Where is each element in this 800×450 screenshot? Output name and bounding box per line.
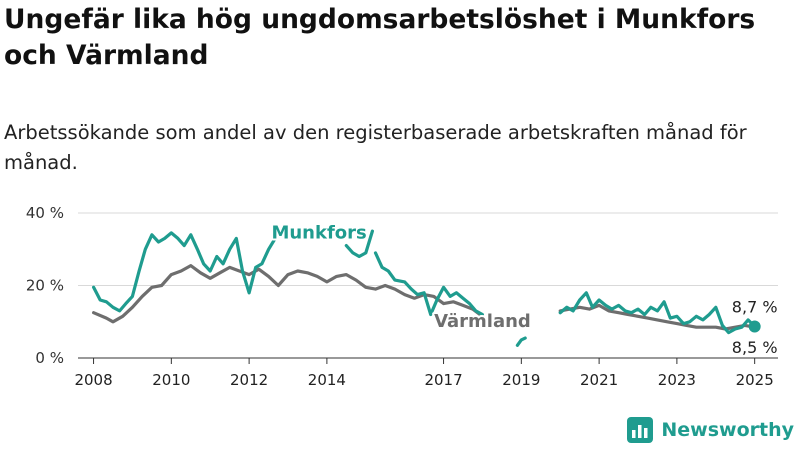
x-tick-label: 2021	[580, 371, 618, 389]
y-tick-label: 0 %	[35, 349, 64, 367]
x-tick-label: 2012	[230, 371, 268, 389]
end-label-varmland: 8,5 %	[732, 338, 778, 357]
x-tick-label: 2014	[308, 371, 346, 389]
end-label-munkfors: 8,7 %	[732, 297, 778, 316]
series-line-munkfors	[373, 251, 484, 317]
series-line-munkfors	[344, 229, 374, 259]
end-point-munkfors	[748, 320, 761, 333]
series-line-varmland	[92, 264, 484, 324]
y-tick-label: 20 %	[26, 277, 64, 295]
y-tick-label: 40 %	[26, 204, 64, 222]
chart-title: Ungefär lika hög ungdomsarbetslöshet i M…	[4, 4, 756, 71]
x-tick-label: 2019	[502, 371, 540, 389]
series-line-munkfors	[92, 231, 277, 313]
chart-subtitle: Arbetssökande som andel av den registerb…	[4, 121, 747, 174]
line-chart: 0 % 20 % 40 % 2008 2010 2012 2014 2017 2019 2021…	[26, 204, 778, 389]
brand-name: Newsworthy	[661, 419, 794, 441]
series-lines	[92, 229, 761, 347]
gridlines	[78, 212, 778, 286]
x-tick-label: 2023	[658, 371, 696, 389]
series-label-varmland: Värmland	[434, 311, 531, 332]
series-labels: Munkfors Värmland 8,7 % 8,5 %	[269, 220, 778, 357]
brand-logo: Newsworthy	[627, 416, 794, 444]
x-tick-label: 2008	[74, 371, 112, 389]
x-axis: 2008 2010 2012 2014 2017 2019 2021 2023 2025	[74, 357, 778, 389]
chart-logo-icon	[627, 417, 654, 443]
x-tick-label: 2017	[424, 371, 462, 389]
x-tick-label: 2025	[736, 371, 774, 389]
x-tick-label: 2010	[152, 371, 190, 389]
y-axis: 0 % 20 % 40 %	[26, 204, 64, 367]
series-label-munkfors: Munkfors	[271, 222, 366, 243]
series-line-munkfors	[558, 291, 757, 335]
series-line-munkfors	[515, 336, 527, 347]
